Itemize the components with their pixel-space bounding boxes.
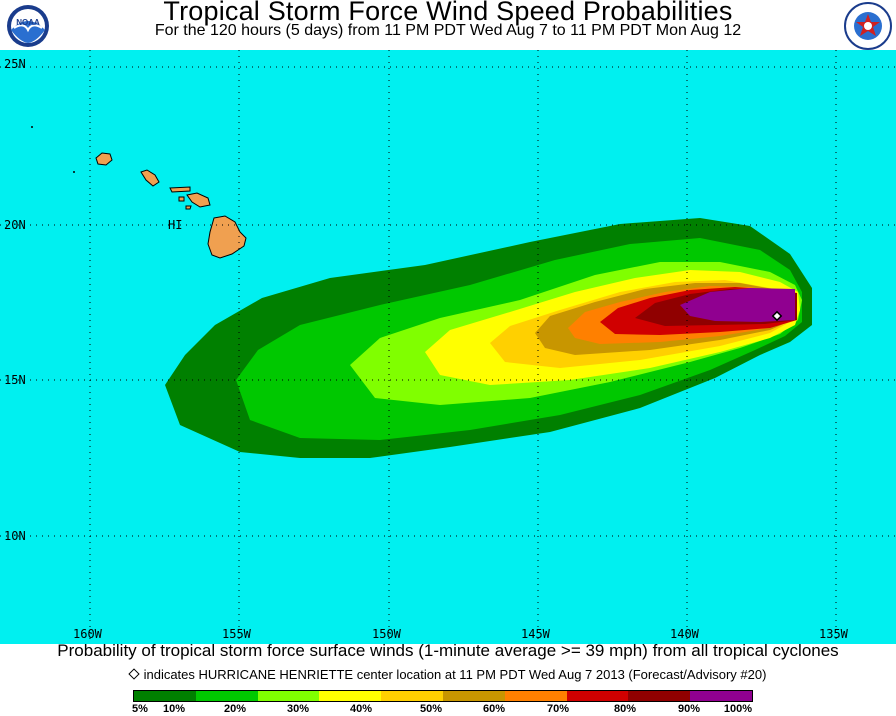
island-hawaii	[207, 215, 247, 259]
legend-swatch-50-60	[442, 691, 505, 701]
probability-map: HI 25N 20N 15N 10N 160W 155W 150W 145W 1…	[0, 50, 896, 644]
storm-center-diamond-icon	[771, 310, 783, 322]
lat-label-10n: 10N	[4, 529, 26, 543]
legend-labels: 5% 10% 20% 30% 40% 50% 60% 70% 80% 90% 1…	[0, 703, 896, 716]
island-maui	[186, 192, 211, 208]
legend-label-60: 60%	[482, 703, 506, 715]
lon-label-150w: 150W	[372, 627, 402, 641]
island-lanai	[178, 196, 185, 202]
legend-label-10: 10%	[162, 703, 186, 715]
legend-label-80: 80%	[613, 703, 637, 715]
nws-logo-icon	[844, 2, 892, 50]
legend-swatch-20-30	[257, 691, 320, 701]
legend-label-30: 30%	[286, 703, 310, 715]
contour-90pct	[680, 288, 795, 322]
chart-title: Tropical Storm Force Wind Speed Probabil…	[163, 0, 733, 26]
island-oahu	[140, 169, 160, 187]
lat-label-15n: 15N	[4, 373, 26, 387]
chart-subtitle: For the 120 hours (5 days) from 11 PM PD…	[154, 22, 742, 39]
legend-label-40: 40%	[349, 703, 373, 715]
legend-swatch-40-50	[381, 691, 443, 701]
legend-swatch-10-20	[195, 691, 258, 701]
islet-dot	[31, 126, 33, 128]
lat-label-25n: 25N	[4, 57, 26, 71]
island-kauai	[95, 152, 113, 166]
storm-note: indicates HURRICANE HENRIETTE center loc…	[0, 667, 896, 682]
island-kahoolawe	[185, 205, 192, 210]
legend-swatch-90-100	[690, 691, 752, 701]
lon-label-135w: 135W	[819, 627, 849, 641]
legend-label-70: 70%	[546, 703, 570, 715]
lon-label-155w: 155W	[222, 627, 252, 641]
island-niihau	[73, 171, 75, 173]
lon-label-160w: 160W	[73, 627, 103, 641]
color-legend-bar	[133, 690, 753, 702]
legend-label-90: 90%	[677, 703, 701, 715]
lat-label-20n: 20N	[4, 218, 26, 232]
legend-swatch-30-40	[319, 691, 382, 701]
lon-label-140w: 140W	[670, 627, 700, 641]
legend-label-50: 50%	[419, 703, 443, 715]
hawaiian-islands	[95, 152, 247, 259]
svg-text:NOAA: NOAA	[16, 18, 40, 27]
legend-swatch-70-80	[566, 691, 629, 701]
storm-note-text: indicates HURRICANE HENRIETTE center loc…	[143, 667, 767, 682]
legend-swatch-60-70	[504, 691, 567, 701]
legend-swatch-5-10	[134, 691, 196, 701]
legend-label-20: 20%	[223, 703, 247, 715]
noaa-logo-icon: NOAA	[7, 5, 49, 47]
legend-swatch-80-90	[628, 691, 691, 701]
storm-center-diamond-legend-icon	[127, 668, 140, 680]
legend-label-5: 5%	[132, 703, 148, 715]
legend-label-100: 100%	[723, 703, 753, 715]
map-caption: Probability of tropical storm force surf…	[57, 641, 839, 660]
island-molokai	[169, 186, 191, 193]
place-label-hi: HI	[168, 218, 182, 232]
lon-label-145w: 145W	[521, 627, 551, 641]
